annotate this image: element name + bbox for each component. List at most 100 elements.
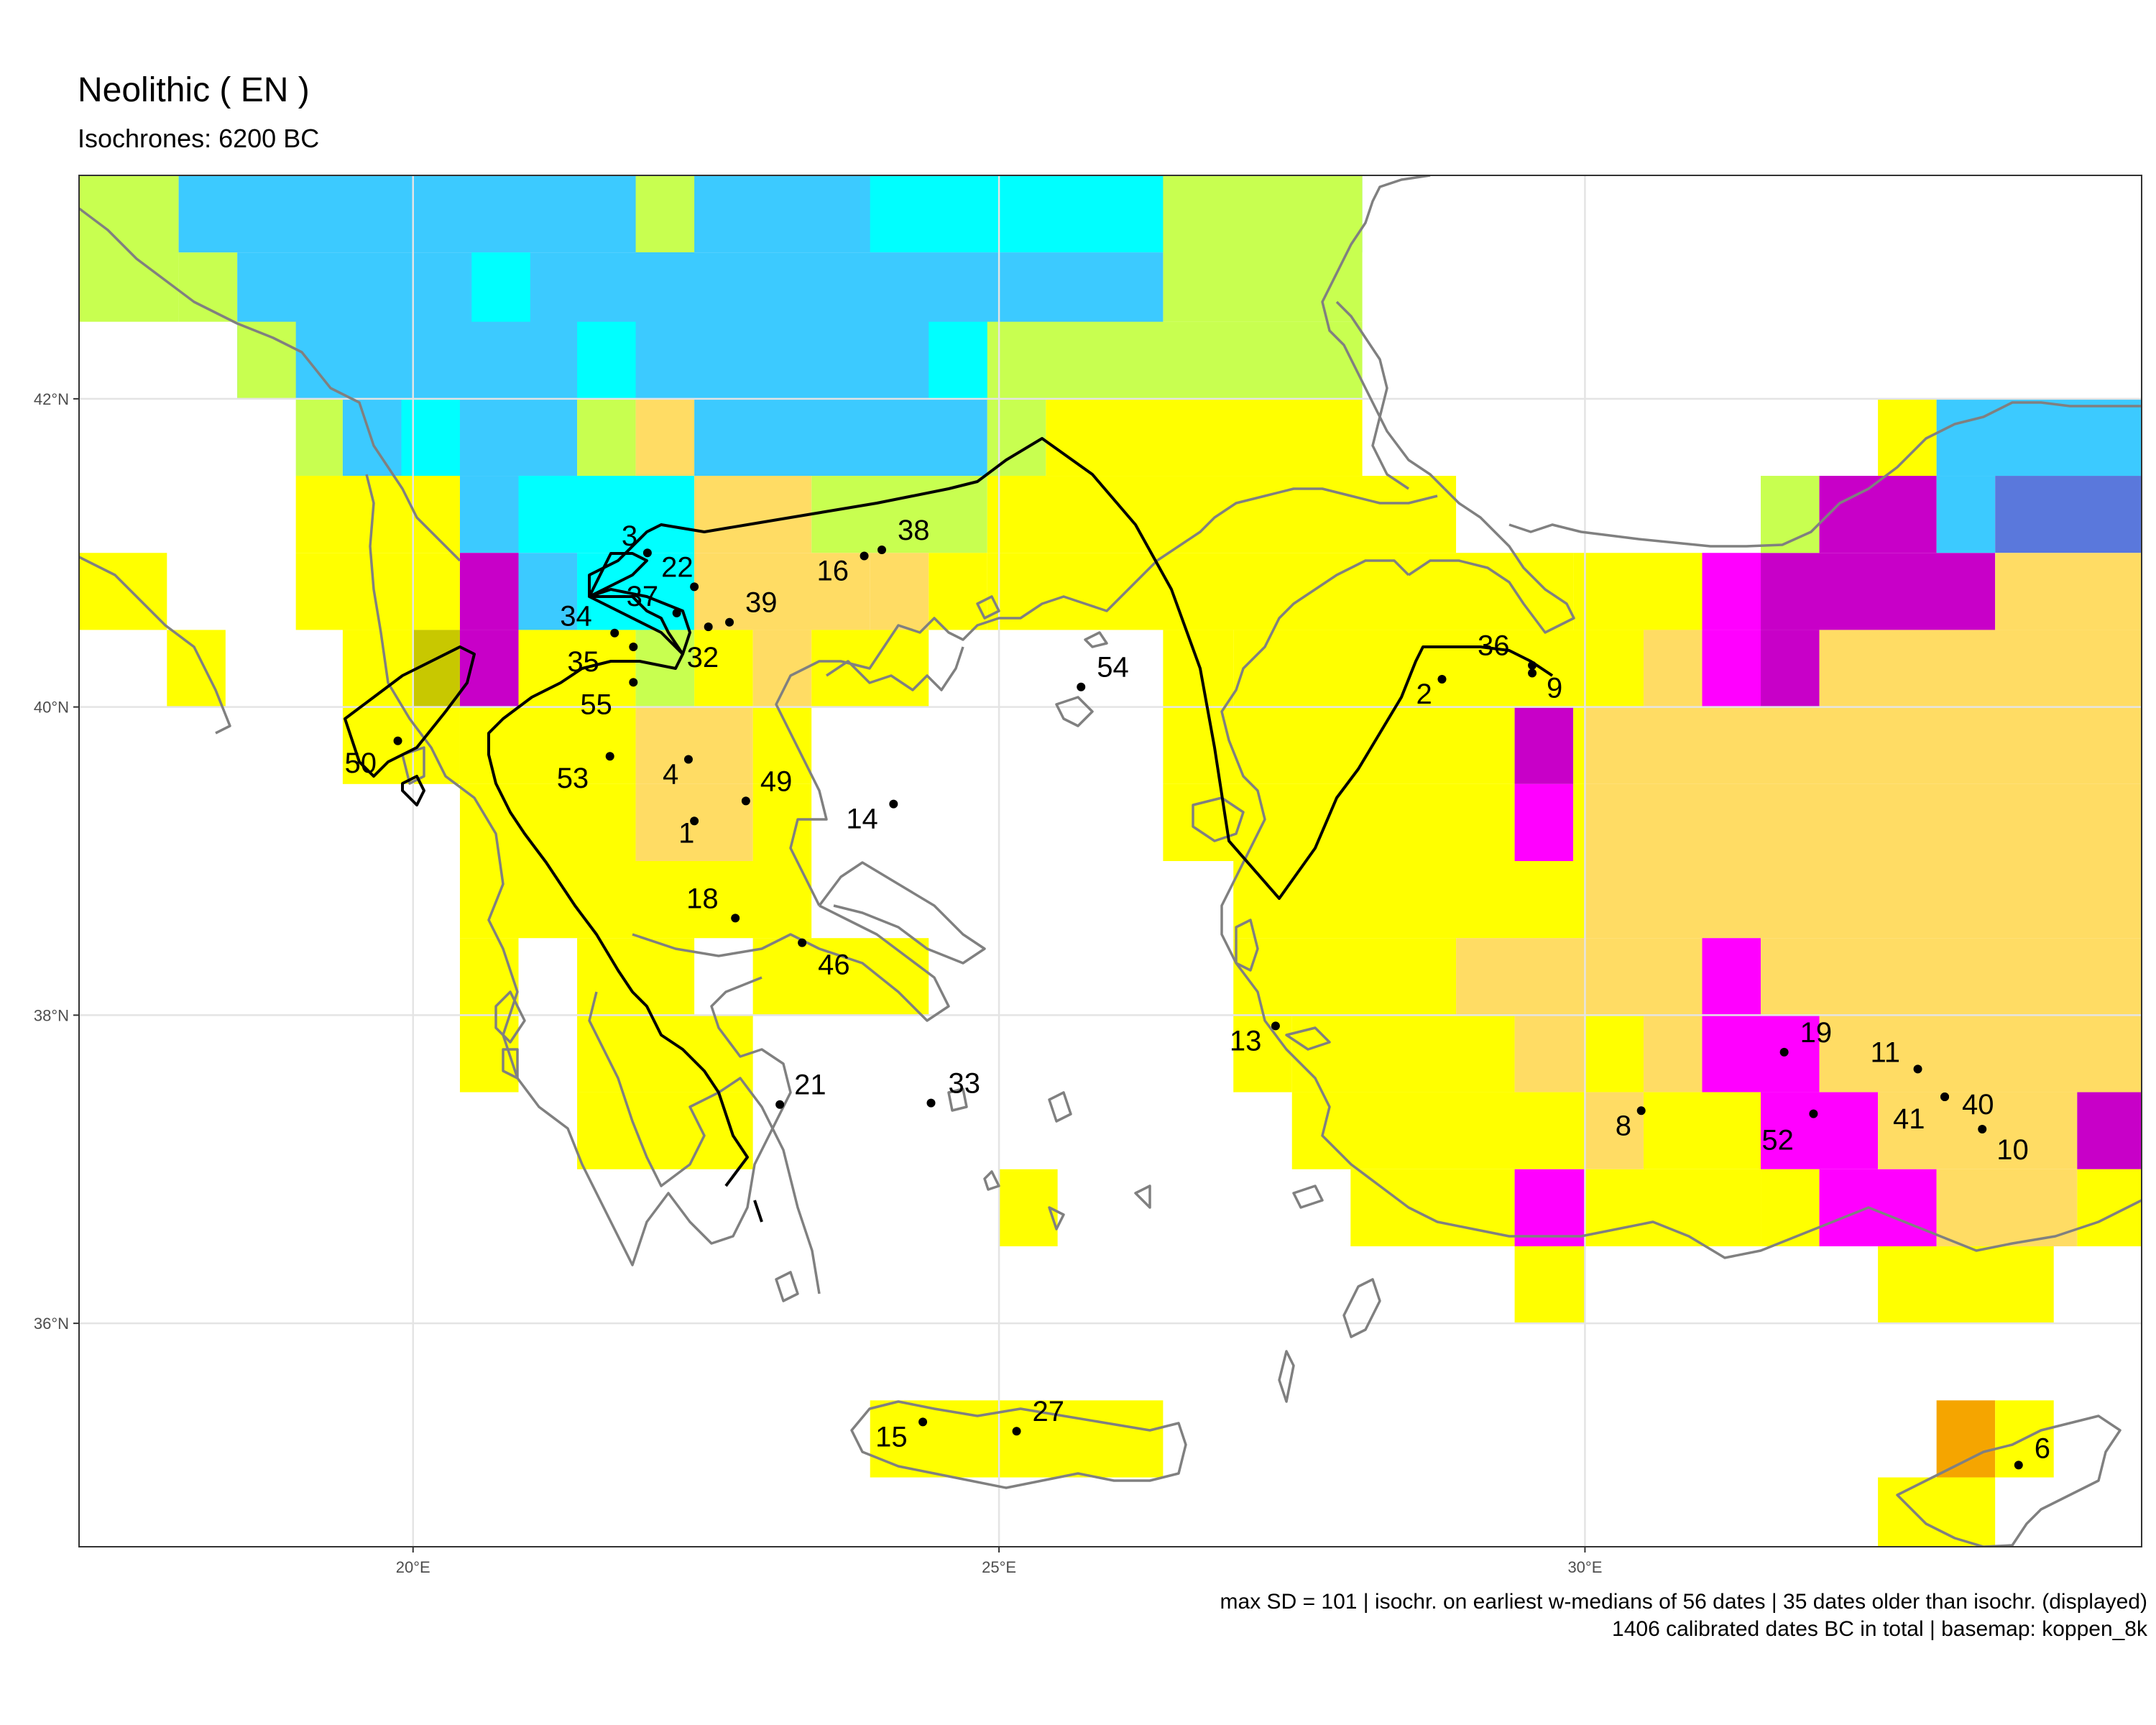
koppen-cell <box>1761 553 1996 630</box>
isochrone-corfu-small <box>401 775 425 806</box>
koppen-cell <box>1643 1015 1703 1092</box>
site-label: 15 <box>875 1421 908 1453</box>
site-point <box>860 551 869 561</box>
y-tick-label: 40°N <box>34 699 69 717</box>
koppen-cell <box>1585 861 2142 939</box>
site-label: 35 <box>567 646 599 678</box>
coastline-samos <box>1285 1026 1331 1051</box>
site-points-layer: 1234689101113141516181921222732333435363… <box>345 515 2050 1470</box>
site-label: 36 <box>1478 630 1510 662</box>
koppen-cell <box>1936 1400 1996 1478</box>
coastline-rhodes <box>1342 1278 1381 1338</box>
coastline-kos <box>1292 1184 1324 1209</box>
coastline-cyprus <box>1896 1414 2122 1547</box>
koppen-cell <box>1514 707 1574 784</box>
koppen-cell <box>1456 938 1703 1016</box>
axis-layer: 20°E 25°E 30°E 36°N 38°N 40°N 42°N <box>34 390 1603 1576</box>
site-point <box>1636 1106 1646 1116</box>
koppen-cell <box>1585 1092 1644 1169</box>
panel-border <box>78 175 2142 1547</box>
coastline-layer <box>79 175 2142 1547</box>
site-label: 39 <box>745 587 778 619</box>
koppen-cell <box>1819 1015 2142 1092</box>
koppen-cell <box>1233 630 1644 707</box>
koppen-cell <box>1291 1092 1585 1169</box>
coastline-karpathos <box>1278 1350 1295 1403</box>
map-subtitle: Isochrones: 6200 BC <box>78 124 320 153</box>
y-tick-label: 38°N <box>34 1006 69 1024</box>
koppen-cell <box>459 861 812 939</box>
koppen-cell <box>1585 1015 1644 1092</box>
koppen-cell <box>1233 938 1457 1016</box>
x-tick-label: 25°E <box>982 1558 1016 1576</box>
koppen-cell <box>1163 707 1515 784</box>
koppen-cell <box>1761 1092 1879 1169</box>
site-label: 6 <box>2035 1432 2050 1464</box>
koppen-cell <box>752 707 812 784</box>
site-label: 34 <box>560 601 592 632</box>
coastline-chios <box>1235 919 1259 972</box>
site-label: 19 <box>1800 1017 1833 1049</box>
koppen-cell <box>459 630 519 707</box>
coastline-black-sea-south <box>1508 401 2142 548</box>
site-label: 10 <box>1996 1134 2029 1166</box>
site-point <box>1437 675 1447 684</box>
site-point <box>2014 1460 2023 1470</box>
site-label: 38 <box>898 515 930 546</box>
koppen-cell <box>870 1400 1164 1478</box>
koppen-cell <box>1995 476 2142 553</box>
koppen-cell <box>1819 630 2142 707</box>
isochrone-main <box>487 437 1554 1187</box>
koppen-cell <box>1702 938 1761 1016</box>
y-tick-label: 42°N <box>34 390 69 408</box>
koppen-cell <box>1163 175 1363 322</box>
site-point <box>1528 661 1537 670</box>
koppen-cell <box>870 175 1164 253</box>
koppen-cell <box>1761 938 2142 1016</box>
site-label: 40 <box>1962 1089 1994 1121</box>
koppen-cell <box>1878 1477 1996 1547</box>
site-point <box>610 628 619 638</box>
koppen-cell <box>694 398 987 477</box>
site-point <box>1913 1064 1922 1074</box>
coastline-cyclades-1 <box>947 1087 968 1112</box>
koppen-cell <box>518 553 578 630</box>
site-point <box>775 1100 785 1109</box>
koppen-cell <box>1643 1092 1761 1169</box>
coastline-corfu <box>401 746 425 785</box>
site-point <box>1077 682 1086 691</box>
koppen-cell <box>1936 398 2142 477</box>
site-point <box>629 678 638 687</box>
coastline-peloponnese <box>588 991 821 1294</box>
koppen-cell <box>1514 1246 1585 1324</box>
koppen-cell <box>1514 783 1574 861</box>
site-label: 41 <box>1893 1103 1925 1135</box>
koppen-cell <box>459 476 519 553</box>
koppen-cell <box>1878 1092 2078 1169</box>
site-label: 16 <box>817 556 849 587</box>
caption-line-1: max SD = 101 | isochr. on earliest w-med… <box>1220 1590 2147 1614</box>
koppen-cell <box>518 476 695 553</box>
site-label: 1 <box>678 817 694 849</box>
coastline-black-sea-north <box>1335 300 1409 490</box>
koppen-cell <box>999 1169 1058 1246</box>
koppen-cell <box>635 630 695 707</box>
isochrone-corfu <box>344 645 476 778</box>
koppen-cell <box>295 476 460 553</box>
koppen-cell <box>413 630 460 707</box>
koppen-cell <box>1233 1015 1292 1092</box>
koppen-cell <box>1046 398 1363 477</box>
coastline-albania-greece-west <box>365 474 792 1266</box>
site-point <box>741 796 750 806</box>
coastline-turkey-aegean <box>1220 559 2142 1259</box>
koppen-cell <box>1585 707 2142 784</box>
site-point <box>798 938 807 947</box>
koppen-cell <box>1761 630 1820 707</box>
koppen-cell <box>1514 1015 1585 1092</box>
koppen-cell <box>1573 783 1585 861</box>
site-label: 18 <box>686 883 719 914</box>
site-label: 11 <box>1871 1036 1901 1068</box>
coastline-gulf-corinth <box>632 904 950 1022</box>
